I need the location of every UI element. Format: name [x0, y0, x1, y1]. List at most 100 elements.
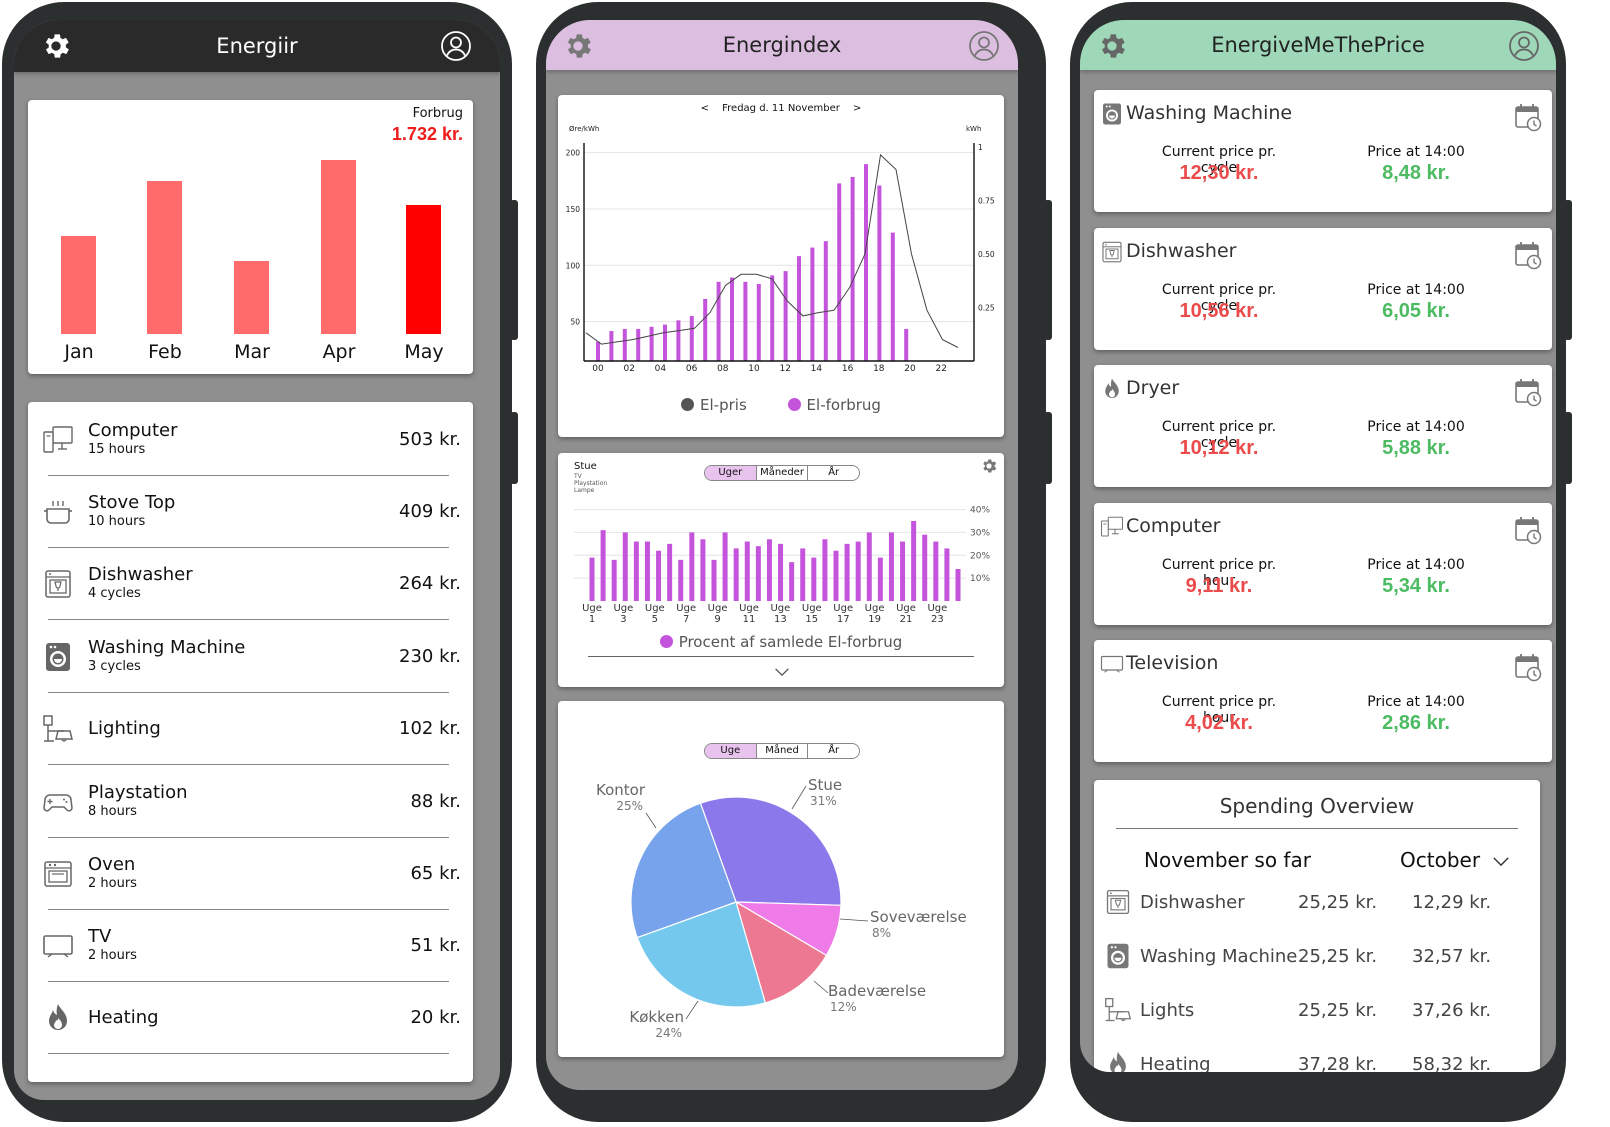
device-name: Dryer: [1126, 377, 1180, 399]
summary-value: 1.732 kr.: [391, 124, 463, 144]
device-card[interactable]: Dishwasher Current price pr. cycle Price a…: [1094, 227, 1552, 350]
x-tick: 20: [904, 364, 916, 374]
bar-may[interactable]: [406, 204, 441, 334]
item-name: TV: [88, 926, 112, 947]
tab-years[interactable]: År: [807, 466, 859, 480]
y-tick: 10%: [970, 574, 990, 584]
device-card[interactable]: Computer Current price pr. hour Price at 1…: [1094, 502, 1552, 625]
x-tick-number: 3: [620, 614, 626, 625]
room-label: Stue: [574, 461, 597, 472]
column-current-month: November so far: [1144, 848, 1311, 872]
pie-slice-3[interactable]: [636, 901, 767, 1008]
pie-slice-4[interactable]: [630, 802, 737, 939]
bar-label: Feb: [148, 341, 182, 363]
hourly-chart-card: < Fredag d. 11 November > Øre/kWh kWh 200 1…: [558, 95, 1004, 437]
week-bar: [822, 539, 828, 601]
slice-name: Køkken: [629, 1008, 684, 1026]
week-bar: [811, 557, 817, 601]
overview-row[interactable]: Dishwasher 25,25 kr. 12,29 kr.: [1094, 884, 1540, 924]
chevron-down-icon[interactable]: [774, 667, 790, 677]
overview-row[interactable]: Washing Machine 25,25 kr. 32,57 kr.: [1094, 938, 1540, 978]
usage-bar: [663, 324, 667, 361]
weekly-usage-chart: 40%30%20%10%Uge1Uge3Uge5Uge7Uge9Uge11Uge…: [574, 506, 990, 625]
list-item[interactable]: Playstation 8 hours 88 kr.: [28, 764, 473, 838]
device-card[interactable]: Washing Machine Current price pr. cycle Pr…: [1094, 90, 1552, 212]
next-day-button[interactable]: >: [853, 103, 862, 114]
tab-week[interactable]: Uge: [705, 744, 756, 758]
list-item[interactable]: Washing Machine 3 cycles 230 kr.: [28, 619, 473, 693]
item-amount: 51 kr.: [410, 935, 461, 956]
list-item[interactable]: Lighting 102 kr.: [28, 691, 473, 765]
phone-energindex: Energindex < Fredag d. 11 November > Øre…: [536, 2, 1052, 1122]
list-item[interactable]: Stove Top 10 hours 409 kr.: [28, 474, 473, 548]
bar-label: Apr: [322, 341, 356, 363]
label-leader: [791, 785, 807, 810]
gear-icon[interactable]: [1096, 30, 1128, 62]
user-icon[interactable]: [1508, 30, 1540, 62]
item-usage: 10 hours: [88, 514, 146, 529]
list-item[interactable]: Oven 2 hours 65 kr.: [28, 836, 473, 910]
device-card[interactable]: Dryer Current price pr. cycle Price at 14:…: [1094, 365, 1552, 487]
usage-bar: [837, 183, 842, 361]
app-bar: Energindex: [546, 20, 1018, 70]
x-tick-label: Uge: [927, 603, 947, 614]
gear-icon[interactable]: [562, 30, 594, 62]
pie-slice-2[interactable]: [735, 900, 828, 1004]
app-bar: Energiir: [14, 20, 500, 72]
item-amount: 88 kr.: [410, 791, 461, 812]
tab-month[interactable]: Måned: [755, 744, 808, 758]
chevron-down-icon: [1492, 856, 1510, 867]
user-icon[interactable]: [968, 30, 1000, 62]
week-bar: [667, 543, 673, 601]
gear-icon[interactable]: [40, 30, 72, 62]
pie-slice-0[interactable]: [699, 796, 842, 906]
week-bar: [722, 532, 728, 601]
x-tick: 06: [686, 364, 698, 374]
bar-apr[interactable]: [321, 159, 356, 334]
lamp-icon: [1104, 996, 1132, 1024]
week-bar: [944, 548, 950, 601]
list-item[interactable]: Computer 15 hours 503 kr.: [28, 402, 473, 476]
schedule-calendar-icon[interactable]: [1514, 652, 1542, 682]
bar-mar[interactable]: [234, 260, 269, 334]
summary-label: Forbrug: [412, 106, 463, 121]
overview-row[interactable]: Lights 25,25 kr. 37,26 kr.: [1094, 992, 1540, 1032]
list-item[interactable]: Dishwasher 4 cycles 264 kr.: [28, 546, 473, 620]
item-amount: 264 kr.: [399, 573, 461, 594]
current-price-label: Current price pr. cycle: [1161, 144, 1277, 176]
usage-bar: [756, 283, 761, 361]
usage-bar: [823, 241, 828, 361]
gear-icon[interactable]: [980, 457, 998, 475]
usage-bar: [850, 176, 855, 361]
list-item[interactable]: Heating 20 kr.: [28, 980, 473, 1054]
week-bar: [744, 541, 750, 601]
left-tick: 150: [566, 205, 581, 214]
current-price-value: 10,56 kr.: [1179, 299, 1259, 322]
bar-jan[interactable]: [61, 236, 96, 334]
chart-legend: Procent af samlede El-forbrug: [558, 633, 1004, 651]
month-selector[interactable]: October: [1400, 848, 1510, 872]
device-card[interactable]: Television Current price pr. hour Price at…: [1094, 640, 1552, 762]
spending-overview-card: Spending Overview November so far Octobe…: [1094, 780, 1540, 1072]
schedule-calendar-icon[interactable]: [1514, 102, 1542, 132]
later-price-label: Price at 14:00: [1367, 144, 1465, 160]
schedule-calendar-icon[interactable]: [1514, 515, 1542, 545]
list-item[interactable]: TV 2 hours 51 kr.: [28, 908, 473, 982]
bar-chart: Jan Feb Mar Apr May: [28, 100, 473, 374]
user-icon[interactable]: [440, 30, 472, 62]
overview-device: Washing Machine: [1140, 946, 1298, 967]
usage-bar: [676, 320, 681, 361]
schedule-calendar-icon[interactable]: [1514, 377, 1542, 407]
tab-months[interactable]: Måneder: [755, 466, 808, 480]
bar-feb[interactable]: [147, 181, 182, 334]
item-name: Dishwasher: [88, 564, 193, 585]
current-price-label: Current price pr. cycle: [1161, 419, 1277, 451]
overview-row[interactable]: Heating 37,28 kr. 58,32 kr.: [1094, 1046, 1540, 1072]
previous-day-button[interactable]: <: [700, 103, 709, 114]
schedule-calendar-icon[interactable]: [1514, 240, 1542, 270]
tab-year[interactable]: År: [807, 744, 859, 758]
week-bar: [700, 539, 706, 601]
week-bar: [755, 546, 761, 601]
tab-weeks[interactable]: Uger: [705, 466, 756, 480]
